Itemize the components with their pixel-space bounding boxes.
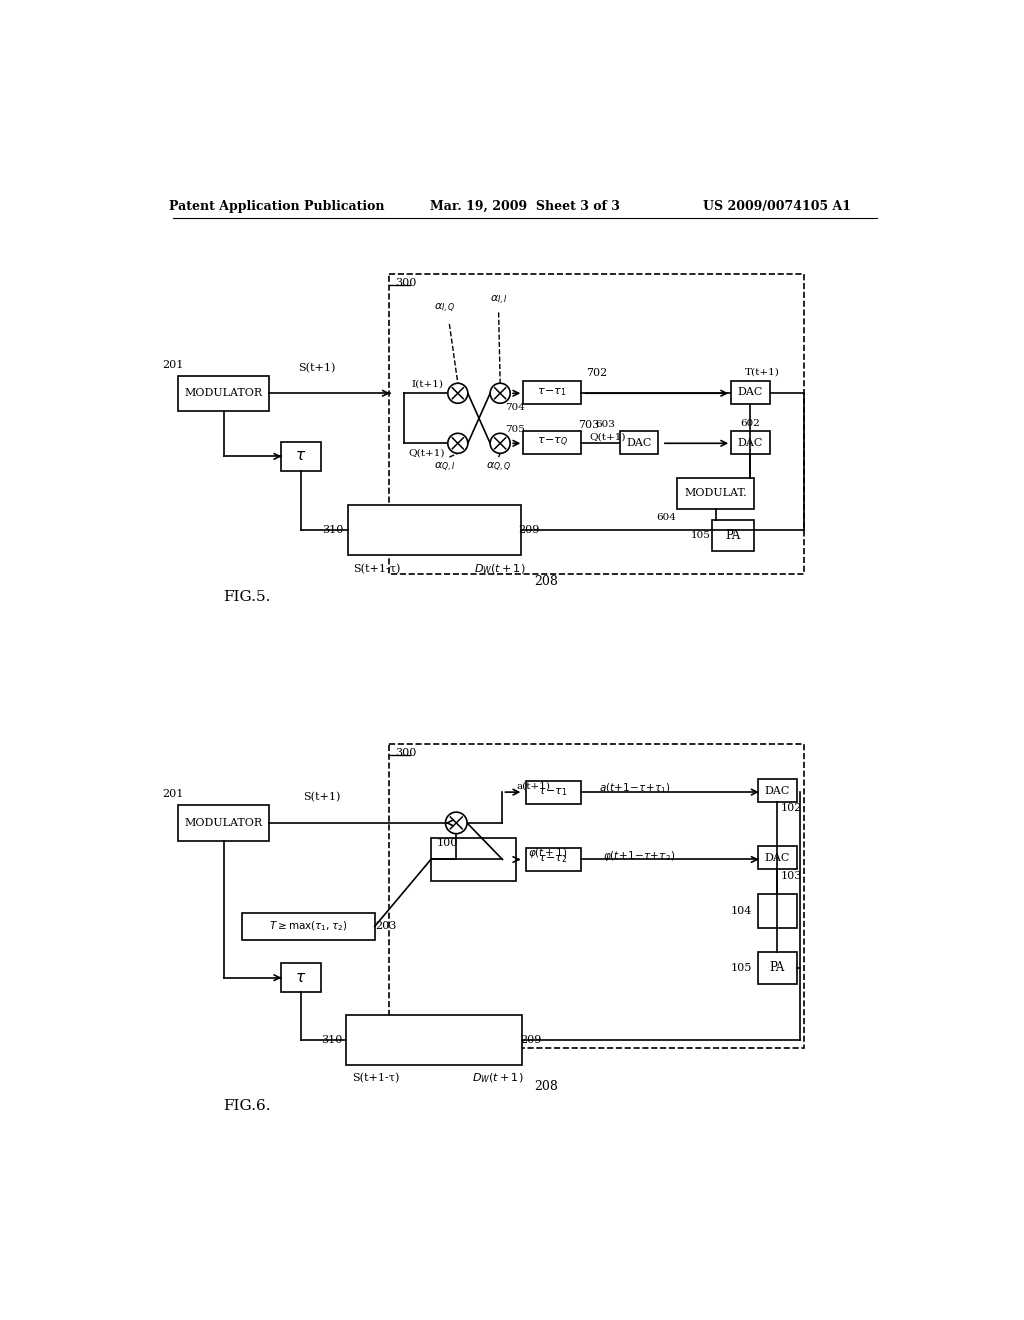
Text: $\varphi(t+1)$: $\varphi(t+1)$ — [528, 846, 567, 861]
Bar — [731, 381, 770, 404]
Bar — [677, 478, 755, 508]
Bar — [758, 952, 797, 983]
Text: $T \geq \max(\tau_1,\tau_2)$: $T \geq \max(\tau_1,\tau_2)$ — [269, 920, 348, 933]
Text: FIG.5.: FIG.5. — [223, 590, 270, 605]
Text: 203: 203 — [376, 921, 397, 932]
Text: MODULAT.: MODULAT. — [684, 488, 748, 499]
Text: 208: 208 — [535, 1080, 558, 1093]
Bar — [178, 805, 269, 841]
Text: I(t+1): I(t+1) — [411, 380, 443, 388]
Text: DAC: DAC — [765, 785, 791, 796]
Text: PA: PA — [725, 529, 740, 543]
Bar — [758, 846, 797, 870]
Text: $\tau$: $\tau$ — [295, 970, 306, 985]
Text: 705: 705 — [506, 425, 525, 434]
Text: MODULATOR: MODULATOR — [184, 388, 263, 399]
Text: $D_W(t+1)$: $D_W(t+1)$ — [474, 562, 526, 576]
Bar — [758, 894, 797, 928]
Circle shape — [490, 383, 510, 404]
Bar — [388, 275, 804, 574]
Text: $\tau\!-\!\tau_1$: $\tau\!-\!\tau_1$ — [539, 787, 568, 799]
Bar — [348, 506, 521, 554]
Bar — [178, 376, 269, 411]
Text: T(t+1): T(t+1) — [744, 367, 779, 376]
Text: US 2009/0074105 A1: US 2009/0074105 A1 — [703, 199, 851, 213]
Text: 310: 310 — [322, 1035, 343, 1044]
Text: MODULATOR: MODULATOR — [184, 818, 263, 828]
Bar — [431, 838, 515, 880]
Bar — [525, 847, 581, 871]
Bar — [281, 442, 321, 471]
Text: $a(t\!+\!1\!-\!\tau\!+\!\tau_1)$: $a(t\!+\!1\!-\!\tau\!+\!\tau_1)$ — [599, 781, 671, 795]
Bar — [758, 779, 797, 803]
Bar — [388, 743, 804, 1048]
Text: 201: 201 — [162, 788, 183, 799]
Bar — [731, 430, 770, 454]
Text: DAC: DAC — [737, 437, 763, 447]
Text: 104: 104 — [730, 906, 752, 916]
Text: Mar. 19, 2009  Sheet 3 of 3: Mar. 19, 2009 Sheet 3 of 3 — [430, 199, 620, 213]
Text: $\tau\!-\!\tau_2$: $\tau\!-\!\tau_2$ — [539, 854, 568, 866]
Text: S(t+1): S(t+1) — [303, 792, 340, 803]
Text: 105: 105 — [730, 962, 752, 973]
Bar — [243, 913, 375, 940]
Text: $\tau$: $\tau$ — [295, 449, 306, 463]
Bar — [620, 430, 658, 454]
Bar — [281, 964, 321, 993]
Text: 208: 208 — [535, 576, 558, 589]
Text: 103: 103 — [780, 871, 802, 880]
Text: S(t+1): S(t+1) — [298, 363, 336, 374]
Text: Patent Application Publication: Patent Application Publication — [169, 199, 385, 213]
Text: 310: 310 — [323, 525, 344, 535]
Bar — [525, 780, 581, 804]
Circle shape — [447, 383, 468, 404]
Text: 603: 603 — [596, 420, 615, 429]
Text: DAC: DAC — [626, 437, 651, 447]
Text: $\alpha_{I,I}$: $\alpha_{I,I}$ — [489, 294, 508, 308]
Text: 201: 201 — [162, 360, 183, 370]
Text: $\alpha_{Q,I}$: $\alpha_{Q,I}$ — [434, 462, 456, 474]
Text: S(t+1-τ): S(t+1-τ) — [353, 564, 400, 574]
Circle shape — [447, 433, 468, 453]
Text: 702: 702 — [586, 368, 607, 379]
Text: $\alpha_{Q,Q}$: $\alpha_{Q,Q}$ — [486, 462, 511, 474]
Text: 209: 209 — [520, 1035, 542, 1044]
Text: 703: 703 — [579, 420, 599, 430]
Text: DAC: DAC — [765, 853, 791, 863]
Text: $\alpha_{I,Q}$: $\alpha_{I,Q}$ — [434, 302, 456, 315]
Text: 102: 102 — [780, 804, 802, 813]
Text: 602: 602 — [740, 418, 761, 428]
Text: FIG.6.: FIG.6. — [223, 1098, 270, 1113]
Text: $\varphi(t\!+\!1\!-\!\tau\!+\!\tau_2)$: $\varphi(t\!+\!1\!-\!\tau\!+\!\tau_2)$ — [603, 849, 675, 863]
Text: Q(t+1): Q(t+1) — [409, 447, 445, 457]
Text: 100: 100 — [436, 838, 458, 847]
Text: 704: 704 — [506, 403, 525, 412]
Text: $\tau\!-\!\tau_Q$: $\tau\!-\!\tau_Q$ — [537, 436, 567, 449]
Text: 300: 300 — [395, 748, 417, 758]
Text: DAC: DAC — [737, 388, 763, 397]
Text: 209: 209 — [518, 525, 540, 535]
Text: S(t+1-τ): S(t+1-τ) — [351, 1073, 399, 1084]
Bar — [523, 430, 581, 454]
Bar — [523, 381, 581, 404]
Bar — [712, 520, 755, 552]
Circle shape — [490, 433, 510, 453]
Text: Q(t+1): Q(t+1) — [590, 433, 627, 442]
Text: $D_W(t+1)$: $D_W(t+1)$ — [472, 1072, 523, 1085]
Text: a(t+1): a(t+1) — [516, 781, 550, 791]
Text: 604: 604 — [655, 513, 676, 523]
Bar — [346, 1015, 521, 1065]
Text: $\tau\!-\!\tau_1$: $\tau\!-\!\tau_1$ — [538, 387, 567, 399]
Text: 105: 105 — [690, 531, 711, 540]
Text: 300: 300 — [395, 279, 417, 288]
Text: PA: PA — [770, 961, 785, 974]
Circle shape — [445, 812, 467, 834]
